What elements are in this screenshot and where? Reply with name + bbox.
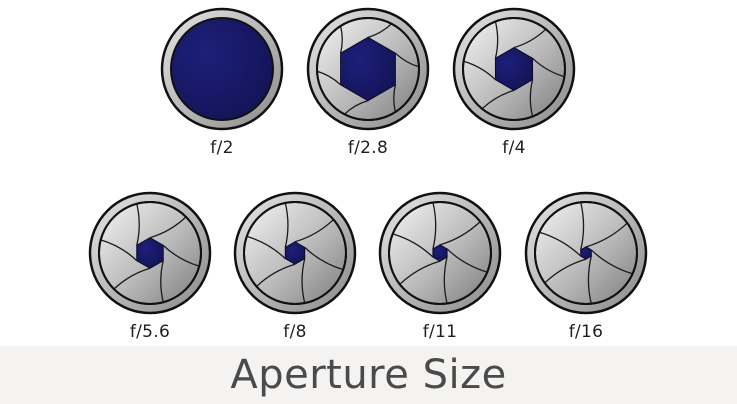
blade-edge	[392, 233, 434, 258]
blade-edge	[532, 57, 565, 78]
blade-edge	[301, 258, 306, 304]
blade-edge	[284, 202, 289, 248]
f-stop-label: f/4	[502, 138, 526, 158]
blade-edge	[100, 239, 138, 262]
aperture-stop: f/2	[159, 6, 285, 162]
blade-edge	[160, 260, 164, 303]
blade-rim	[462, 17, 566, 121]
blade-edge	[463, 60, 496, 81]
blade-edge	[544, 258, 587, 284]
blade-edge	[439, 221, 481, 246]
blade-rim	[388, 201, 492, 305]
blade-edge	[246, 235, 286, 260]
blade-edge	[256, 263, 296, 287]
blade-edge	[394, 52, 420, 68]
blade-edge	[529, 79, 534, 117]
aperture-icon	[306, 7, 430, 131]
blade-rim	[534, 201, 638, 305]
aperture-opening	[432, 244, 448, 262]
aperture-stop: f/8	[232, 190, 358, 346]
blade-edge	[481, 89, 515, 110]
f-stop-label: f/11	[422, 322, 458, 342]
aperture-icon	[160, 7, 284, 131]
aperture-stop: f/16	[523, 190, 649, 346]
aperture-stop: f/5.6	[87, 190, 213, 346]
aperture-stop: f/2.8	[305, 6, 431, 162]
blade-edge	[294, 219, 334, 243]
blade-edge	[432, 202, 437, 250]
blade-edge	[399, 260, 441, 285]
f-stop-label: f/8	[283, 322, 307, 342]
blade-edge	[316, 70, 342, 86]
blade-edge	[580, 202, 585, 251]
blade-edge	[162, 244, 200, 267]
blade-rim	[98, 201, 202, 305]
blade-edge	[590, 249, 633, 275]
blade-edge	[539, 231, 582, 257]
blade-edge	[339, 25, 343, 54]
f-stop-label: f/2	[210, 138, 234, 158]
aperture-opening	[284, 241, 306, 265]
aperture-stop: f/4	[451, 6, 577, 162]
blade-edge	[393, 84, 397, 113]
blade-edge	[443, 256, 448, 304]
aperture-icon	[88, 191, 212, 315]
blade-rim	[243, 201, 347, 305]
blade-edge	[367, 23, 393, 39]
aperture-icon	[452, 7, 576, 131]
blade-edge	[343, 99, 369, 115]
aperture-icon	[524, 191, 648, 315]
blade-edge	[149, 216, 187, 239]
f-stop-label: f/16	[568, 322, 604, 342]
caption-bar: Aperture Size	[0, 346, 737, 404]
blade-rim	[316, 17, 420, 121]
blade-edge	[304, 246, 344, 271]
f-stop-label: f/2.8	[347, 138, 389, 158]
caption-title: Aperture Size	[230, 352, 507, 398]
aperture-icon	[233, 191, 357, 315]
blade-edge	[136, 203, 140, 246]
blade-edge	[513, 28, 547, 49]
blade-edge	[446, 248, 488, 273]
blade-edge	[587, 255, 592, 304]
f-stop-label: f/5.6	[129, 322, 171, 342]
aperture-opening	[580, 246, 592, 260]
blade-edge	[113, 267, 151, 290]
blade-edge	[585, 222, 628, 248]
blade-edge	[494, 21, 499, 59]
aperture-stop: f/11	[377, 190, 503, 346]
aperture-opening	[170, 17, 274, 121]
aperture-icon	[378, 191, 502, 315]
